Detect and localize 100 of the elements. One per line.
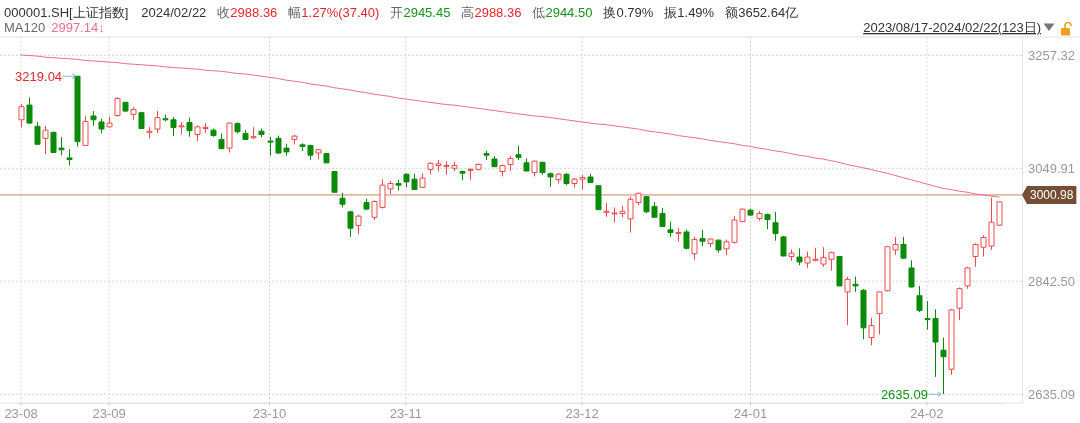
candlestick [699, 229, 706, 247]
x-tick-label: 24-02 [910, 406, 944, 422]
series-label: MA120 [4, 20, 46, 35]
candlestick [459, 169, 466, 181]
candlestick [339, 192, 346, 208]
chart-title: 000001.SH[上证指数] [4, 5, 129, 20]
candlestick [531, 160, 538, 177]
candlestick [691, 236, 698, 261]
x-tick-label: 23-10 [252, 406, 287, 422]
candlestick [507, 155, 514, 172]
ref-line-label: 3000.98 [1030, 188, 1074, 203]
annotation: 2635.09 [880, 386, 928, 402]
y-tick-label: 3049.91 [1028, 160, 1075, 176]
text: 额3652.64亿 [725, 5, 799, 20]
candlestick [178, 121, 185, 135]
text: 2023/08/17-2024/02/22(123日) [863, 20, 1041, 35]
x-tick-label: 23-09 [92, 406, 126, 422]
text: 振1.49% [664, 5, 715, 20]
y-tick-label: 2635.09 [1028, 386, 1075, 402]
candlestick [323, 152, 330, 164]
candlestick [844, 276, 851, 326]
candlestick [675, 227, 682, 243]
candlestick [258, 128, 265, 138]
x-tick-label: 23-12 [565, 406, 599, 422]
candlestick [555, 172, 562, 185]
candlestick [315, 148, 322, 161]
candlestick [154, 110, 161, 134]
candlestick [515, 145, 522, 161]
candlestick [90, 110, 97, 127]
candlestick [595, 184, 602, 211]
candlestick [764, 212, 771, 230]
candlestick [539, 161, 546, 176]
candlestick [146, 126, 153, 139]
candlestick [868, 317, 875, 346]
candlestick [780, 235, 787, 257]
candlestick [667, 221, 674, 238]
candlestick [948, 308, 955, 376]
candlestick [66, 148, 73, 167]
annotation: 3219.04 [15, 68, 63, 84]
candlestick [940, 337, 947, 395]
candlestick [587, 173, 594, 184]
candlestick [82, 115, 89, 146]
text: 高2988.36 [461, 5, 522, 20]
candlestick [900, 236, 907, 260]
candlestick [419, 172, 426, 189]
candlestick [138, 111, 145, 130]
candlestick [395, 179, 402, 192]
text: 幅1.27%(37.40) [288, 5, 380, 20]
candlestick [242, 129, 249, 141]
candlestick [491, 155, 498, 168]
candlestick [499, 163, 506, 177]
candlestick [122, 101, 129, 113]
y-tick-label: 2842.50 [1028, 273, 1075, 289]
candlestick [363, 198, 370, 211]
candlestick [916, 285, 923, 313]
text: 2024/02/22 [141, 5, 207, 20]
candlestick [210, 128, 217, 138]
candlestick [860, 288, 867, 340]
candlestick [26, 96, 33, 125]
candlestick [291, 134, 298, 145]
candlestick [796, 247, 803, 266]
candlestick [836, 255, 843, 287]
text: 收2988.36 [217, 5, 278, 20]
candlestick [956, 287, 963, 321]
candlestick [98, 118, 105, 134]
candlestick [707, 238, 714, 248]
x-tick-label: 23-08 [4, 406, 38, 422]
candlestick [250, 126, 257, 140]
text: 2997.14↓ [51, 20, 105, 35]
x-tick-label: 24-01 [733, 406, 768, 422]
candlestick [218, 132, 225, 150]
candlestick [114, 96, 121, 118]
candlestick [756, 210, 763, 222]
candlestick [964, 266, 971, 290]
candlestick [547, 172, 554, 188]
candlestick [523, 157, 530, 173]
text: 开2945.45 [390, 5, 451, 20]
y-tick-label: 3257.32 [1028, 48, 1075, 63]
candlestick [34, 121, 41, 146]
candlestick [747, 208, 754, 217]
text: 换0.79% [603, 5, 654, 20]
candlestick [234, 122, 241, 134]
candlestick [715, 239, 722, 254]
candlestick [186, 117, 193, 138]
candlestick [226, 122, 233, 153]
candlestick [18, 103, 25, 128]
candlestick [355, 214, 362, 235]
candlestick [483, 150, 490, 161]
candlestick [563, 172, 570, 186]
x-tick-label: 23-11 [389, 406, 422, 422]
candlestick [876, 291, 883, 335]
candlestick [130, 106, 137, 121]
candlestick [106, 116, 113, 128]
candlestick [852, 276, 859, 293]
candlestick [683, 229, 690, 250]
text: 低2944.50 [532, 5, 593, 20]
candlestick [908, 259, 915, 289]
candlestick [42, 125, 49, 155]
candlestick [788, 248, 795, 262]
candlestick [331, 170, 338, 194]
